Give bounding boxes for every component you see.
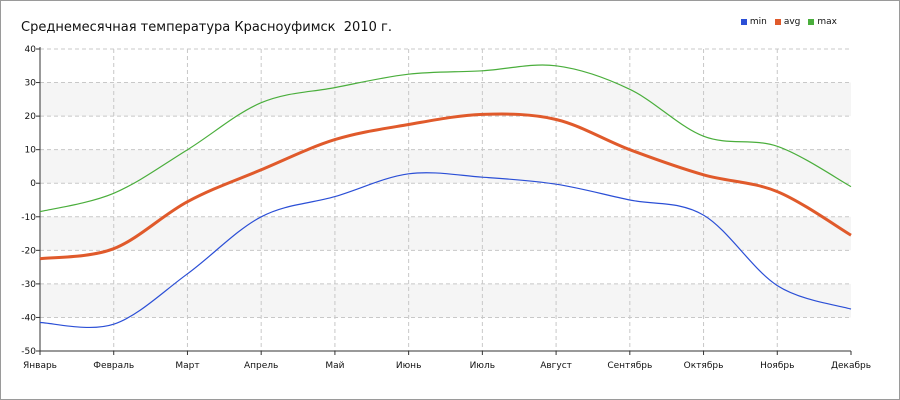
- x-tick-label: Январь: [23, 361, 57, 371]
- y-tick-label: 10: [25, 146, 37, 156]
- series-line-min: [39, 172, 852, 329]
- x-tick-label: Февраль: [93, 361, 134, 371]
- grid-band: [40, 82, 851, 117]
- y-tick-label: -30: [21, 280, 36, 290]
- y-tick-label: -20: [21, 246, 36, 256]
- legend-swatch-avg: [774, 19, 781, 25]
- x-tick-label: Ноябрь: [760, 361, 794, 371]
- legend-swatch-min: [740, 19, 747, 25]
- x-tick-label: Июнь: [396, 361, 422, 371]
- grid-band: [40, 283, 851, 318]
- x-tick-label: Апрель: [244, 361, 278, 371]
- y-tick-label: -40: [21, 313, 36, 323]
- legend-item-max: max: [808, 17, 837, 27]
- legend-label-avg: avg: [783, 17, 801, 27]
- legend-swatch-max: [808, 19, 815, 25]
- x-tick-label: Сентябрь: [607, 361, 652, 371]
- x-tick-label: Июль: [470, 361, 495, 371]
- chart-title: Среднемесячная температура Красноуфимск …: [21, 20, 392, 35]
- y-tick-label: 30: [25, 79, 37, 89]
- y-tick-label: 0: [30, 179, 36, 189]
- x-tick-label: Март: [175, 361, 199, 371]
- series-line-max: [39, 64, 852, 213]
- legend-label-min: min: [749, 17, 767, 27]
- x-tick-label: Август: [540, 361, 572, 371]
- x-tick-label: Май: [325, 361, 344, 371]
- chart-legend: min avg max: [740, 17, 837, 27]
- x-tick-label: Октябрь: [684, 361, 724, 371]
- y-tick-label: -50: [21, 347, 36, 357]
- y-tick-label: -10: [21, 213, 36, 223]
- legend-item-min: min: [740, 17, 767, 27]
- x-tick-label: Декабрь: [831, 361, 871, 371]
- grid-band: [40, 216, 851, 251]
- y-tick-label: 40: [25, 45, 37, 55]
- legend-item-avg: avg: [774, 17, 801, 27]
- series-line-avg: [39, 112, 852, 261]
- legend-label-max: max: [817, 17, 837, 27]
- y-tick-label: 20: [25, 112, 37, 122]
